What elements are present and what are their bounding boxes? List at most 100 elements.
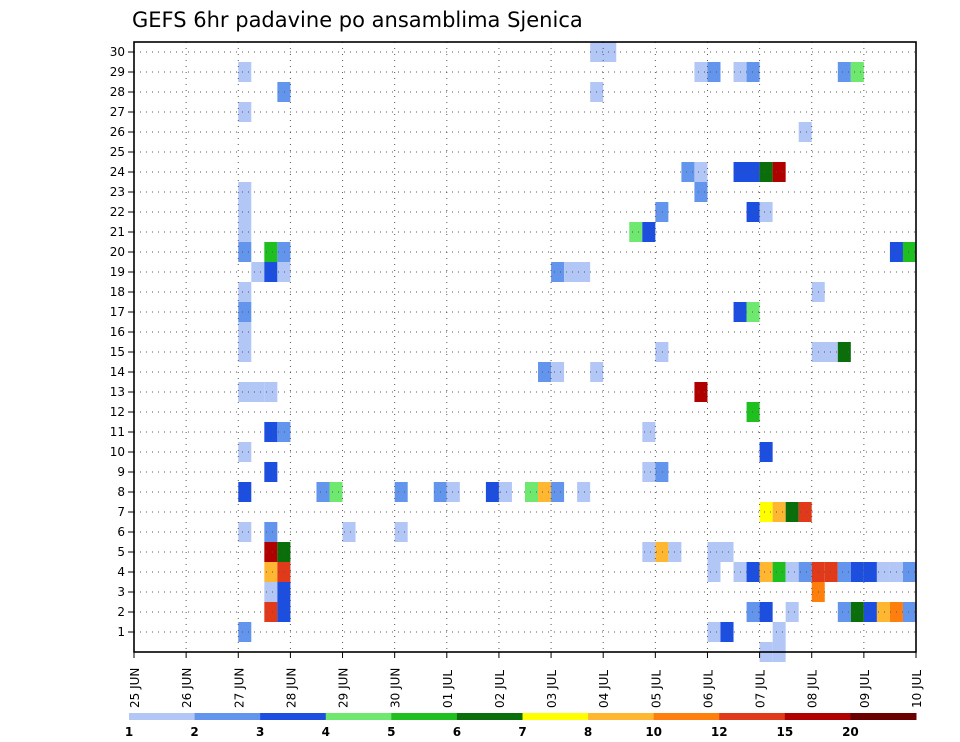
x-tick-label-13: 08 JUL	[806, 670, 820, 708]
cell-member-29-122	[850, 62, 864, 82]
cell-member-19-91	[551, 262, 565, 282]
cell-member-2-11	[837, 602, 851, 622]
x-tick-label-9: 04 JUL	[597, 670, 611, 708]
cell-member-22-103	[746, 202, 760, 222]
y-tick-label-3: 3	[117, 585, 125, 599]
y-tick-label-27: 27	[110, 105, 125, 119]
cell-member-8-51	[238, 482, 252, 502]
cell-member-1-3	[772, 622, 786, 642]
cell-member-22-101	[238, 202, 252, 222]
y-tick-label-4: 4	[117, 565, 125, 579]
x-tick-label-0: 25 JUN	[128, 668, 142, 708]
cell-member-5-40	[655, 542, 669, 562]
legend-label-7: 7	[518, 725, 526, 739]
cell-member-4-33	[863, 562, 877, 582]
cell-member-15-79	[655, 342, 669, 362]
cell-member-4-31	[837, 562, 851, 582]
y-tick-label-20: 20	[110, 245, 125, 259]
chart-title: GEFS 6hr padavine po ansamblima Sjenica	[132, 8, 583, 32]
cell-member-5-38	[277, 542, 291, 562]
y-tick-label-10: 10	[110, 445, 125, 459]
cell-member-29-118	[707, 62, 721, 82]
cell-member-6-46	[394, 522, 408, 542]
cell-member-15-81	[837, 342, 851, 362]
x-axis-ticks: 25 JUN 26 JUN 27 JUN 28 JUN 29 JUN 30 JUN 01 J…	[128, 652, 924, 708]
cell-member-20-94	[264, 242, 278, 262]
cell-member-2-16	[902, 602, 916, 622]
legend-swatch-7	[522, 713, 589, 720]
cell-member-13-72	[694, 382, 708, 402]
legend-label-1: 1	[125, 725, 133, 739]
cell-member-17-85	[746, 302, 760, 322]
legend-label-6: 6	[453, 725, 461, 739]
cell-member-4-36	[902, 562, 916, 582]
y-tick-label-6: 6	[117, 525, 125, 539]
y-tick-label-23: 23	[110, 185, 125, 199]
y-tick-label-11: 11	[110, 425, 125, 439]
y-tick-label-19: 19	[110, 265, 125, 279]
cell-member-23-106	[694, 182, 708, 202]
x-tick-label-8: 03 JUL	[545, 670, 559, 708]
x-tick-label-15: 10 JUL	[910, 670, 924, 708]
y-tick-label-8: 8	[117, 485, 125, 499]
cell-member-8-56	[446, 482, 460, 502]
legend-swatch-5	[391, 713, 458, 720]
cell-member-22-102	[655, 202, 669, 222]
x-tick-label-11: 06 JUL	[701, 670, 715, 708]
cell-member-8-53	[329, 482, 343, 502]
cell-member-7-49	[785, 502, 799, 522]
y-tick-label-14: 14	[110, 365, 125, 379]
cell-member-1-1	[707, 622, 721, 642]
y-tick-label-2: 2	[117, 605, 125, 619]
cell-member-30-123	[590, 42, 617, 62]
cell-member-23-105	[238, 182, 252, 202]
cell-member-8-52	[316, 482, 330, 502]
x-tick-label-5: 30 JUN	[389, 668, 403, 708]
cell-member-21-99	[629, 222, 643, 242]
legend-swatch-2	[194, 713, 261, 720]
cell-member-28-114	[277, 82, 291, 102]
cell-member-24-107	[681, 162, 695, 182]
cell-member-8-59	[525, 482, 539, 502]
cell-member-7-47	[759, 502, 773, 522]
cell-member-7-48	[772, 502, 786, 522]
x-tick-label-14: 09 JUL	[858, 670, 872, 708]
cell-member-4-22	[707, 562, 721, 582]
y-tick-label-25: 25	[110, 145, 125, 159]
x-tick-label-1: 26 JUN	[180, 668, 194, 708]
cell-member-13-73	[238, 382, 265, 402]
y-tick-label-9: 9	[117, 465, 125, 479]
cell-member-4-27	[785, 562, 799, 582]
cell-member-4-26	[772, 562, 786, 582]
legend-swatch-20	[850, 713, 917, 720]
cell-member-18-86	[238, 282, 252, 302]
legend-label-8: 8	[584, 725, 592, 739]
precipitation-cells	[238, 42, 916, 662]
cell-member-2-7	[277, 602, 291, 622]
y-axis-ticks: 1234567891011121314151617181920212223242…	[110, 45, 134, 639]
cell-member-12-71	[746, 402, 760, 422]
cell-member-5-42	[707, 542, 734, 562]
cell-member-22-104	[759, 202, 773, 222]
cell-member-8-60	[538, 482, 552, 502]
y-tick-label-13: 13	[110, 385, 125, 399]
cell-member-9-64	[642, 462, 656, 482]
cell-member-19-88	[251, 262, 265, 282]
y-tick-label-28: 28	[110, 85, 125, 99]
y-tick-label-21: 21	[110, 225, 125, 239]
cell-member-2-8	[746, 602, 760, 622]
legend-swatch-10	[653, 713, 720, 720]
cell-member-4-34	[876, 562, 890, 582]
y-tick-label-29: 29	[110, 65, 125, 79]
cell-member-2-10	[785, 602, 799, 622]
legend-swatch-3	[260, 713, 327, 720]
color-legend: 1 2 3 4 5 6 7 8 10 12 15 20	[125, 713, 917, 739]
x-tick-label-7: 02 JUL	[493, 670, 507, 708]
legend-label-12: 12	[711, 725, 728, 739]
cell-member-6-43	[238, 522, 252, 542]
x-tick-label-3: 28 JUN	[284, 668, 298, 708]
legend-swatch-1	[129, 713, 196, 720]
cell-member-2-14	[876, 602, 890, 622]
legend-swatch-6	[456, 713, 523, 720]
